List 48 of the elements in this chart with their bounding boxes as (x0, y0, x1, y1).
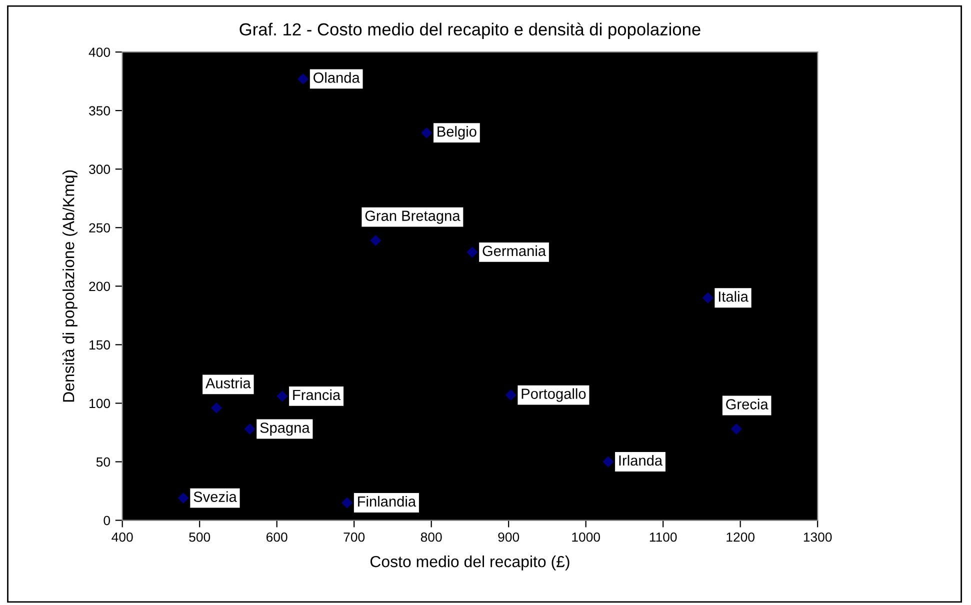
x-axis-title: Costo medio del recapito (£) (370, 556, 570, 570)
annotation: Gran Bretagna (365, 210, 460, 224)
y-tick-label: 300 (89, 164, 110, 174)
x-tick-label: 900 (498, 532, 520, 542)
point (244, 424, 256, 434)
point (276, 390, 288, 402)
x-tick-label: 1100 (650, 532, 677, 542)
point (211, 402, 222, 414)
annotation: Irlanda (619, 454, 663, 466)
x-tick-label: 600 (266, 532, 288, 542)
point (702, 292, 714, 304)
y-tick-label: 100 (90, 398, 110, 408)
point (421, 128, 432, 138)
point (506, 390, 516, 400)
point (178, 492, 189, 504)
annotation: Finlandia (358, 496, 416, 507)
point (731, 424, 742, 434)
x-tick-label: 500 (189, 532, 210, 542)
annotation: Germania (482, 245, 546, 256)
y-tick-label: 250 (89, 223, 110, 233)
point (298, 74, 308, 84)
x-tick-label: 1000 (572, 532, 600, 542)
point (466, 246, 478, 258)
point (602, 456, 614, 468)
y-tick-label: 50 (96, 457, 110, 467)
x-tick-label: 800 (420, 532, 442, 542)
chart-title: Graf. 12 - Costo medio del recapito e densità di popolazione (240, 22, 700, 39)
point (370, 235, 382, 246)
annotation: Austria (206, 378, 251, 388)
x-tick-label: 1300 (804, 532, 832, 542)
annotation: Italia (718, 291, 748, 302)
y-tick-label: 0 (104, 516, 110, 526)
y-tick-label: 350 (89, 106, 110, 116)
x-tick-label: 700 (344, 532, 365, 542)
annotation: Spagna (260, 422, 310, 436)
annotation: Belgio (438, 126, 476, 140)
annotation: Grecia (726, 398, 768, 410)
annotation: Olanda (314, 72, 360, 83)
x-tick-label: 400 (112, 532, 133, 542)
annotation: Francia (293, 389, 341, 400)
point (342, 497, 352, 508)
y-tick-label: 400 (88, 48, 110, 57)
x-tick-label: 1200 (726, 532, 754, 542)
annotation: Svezia (194, 491, 237, 502)
y-axis-title: Densità di popolazione (Ab/Kmq) (62, 170, 78, 402)
y-tick-label: 150 (90, 340, 110, 350)
y-tick-label: 200 (89, 282, 110, 292)
annotation: Portogallo (522, 388, 586, 402)
